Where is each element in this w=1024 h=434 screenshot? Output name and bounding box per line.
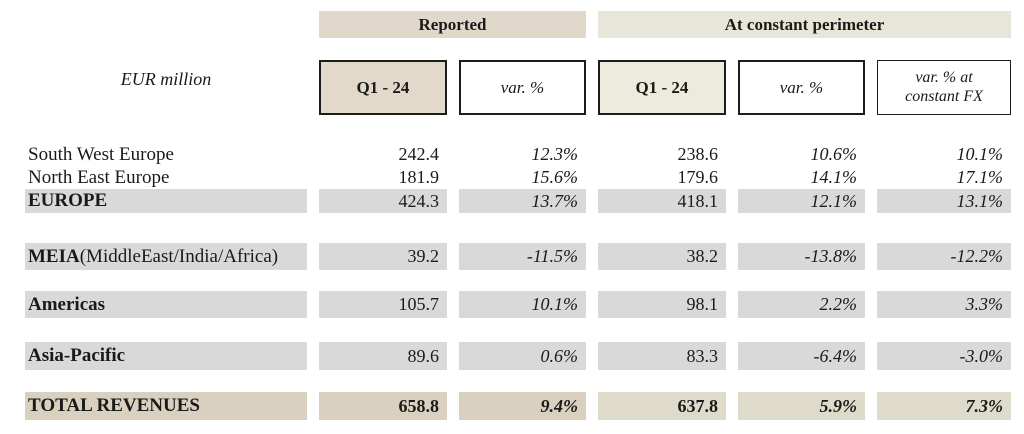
column-header-row: EUR million Q1 - 24 var. % Q1 - 24 var. …: [25, 60, 1011, 115]
value-var-constant-fx: 7.3%: [877, 392, 1011, 420]
value-var-constant-fx: 3.3%: [877, 291, 1011, 318]
col-header-var-constant: var. %: [738, 60, 865, 115]
col-header-var-fx-line1: var. % at: [915, 69, 973, 87]
row-label-acronym: MEIA: [28, 245, 80, 267]
value-var-constant-fx: 13.1%: [877, 189, 1011, 213]
value-q1-constant: 38.2: [598, 243, 726, 270]
col-header-q1-constant: Q1 - 24: [598, 60, 726, 115]
value-q1-constant: 98.1: [598, 291, 726, 318]
row-label: TOTAL REVENUES: [25, 392, 307, 420]
reported-group-header: Reported: [319, 11, 586, 38]
row-label: MEIA (MiddleEast/India/Africa): [25, 243, 307, 270]
row-label-suffix: (MiddleEast/India/Africa): [79, 245, 279, 267]
value-q1-reported: 89.6: [319, 342, 447, 370]
row-label: North East Europe: [28, 166, 170, 188]
value-q1-constant: 637.8: [598, 392, 726, 420]
col-header-var-reported: var. %: [459, 60, 586, 115]
value-q1-reported: 39.2: [319, 243, 447, 270]
value-var-constant: 14.1%: [810, 167, 858, 187]
unit-label: EUR million: [120, 69, 212, 89]
value-var-constant: 12.1%: [738, 189, 865, 213]
table-row-meia: MEIA (MiddleEast/India/Africa) 39.2 -11.…: [25, 243, 1011, 270]
row-label: Asia-Pacific: [25, 342, 307, 370]
value-var-constant: 10.6%: [810, 144, 858, 164]
row-label: South West Europe: [28, 143, 174, 165]
table-row-south-west-europe: South West Europe 242.4 12.3% 238.6 10.6…: [25, 143, 1011, 166]
value-var-reported: 13.7%: [459, 189, 586, 213]
value-q1-constant: 179.6: [677, 167, 719, 187]
table-row-europe-subtotal: EUROPE 424.3 13.7% 418.1 12.1% 13.1%: [25, 189, 1011, 213]
col-header-var-constant-fx: var. % at constant FX: [877, 60, 1011, 115]
value-var-reported: 12.3%: [531, 144, 579, 164]
value-var-reported: 10.1%: [459, 291, 586, 318]
value-q1-reported: 105.7: [319, 291, 447, 318]
row-label: EUROPE: [25, 189, 307, 213]
value-var-reported: 9.4%: [459, 392, 586, 420]
group-header-row: Reported At constant perimeter: [25, 11, 1011, 38]
value-var-constant: -6.4%: [738, 342, 865, 370]
value-var-constant: 5.9%: [738, 392, 865, 420]
table-row-total-revenues: TOTAL REVENUES 658.8 9.4% 637.8 5.9% 7.3…: [25, 392, 1011, 420]
table-row-north-east-europe: North East Europe 181.9 15.6% 179.6 14.1…: [25, 166, 1011, 189]
value-var-constant-fx: 10.1%: [956, 144, 1004, 164]
value-var-constant: 2.2%: [738, 291, 865, 318]
table-row-americas: Americas 105.7 10.1% 98.1 2.2% 3.3%: [25, 291, 1011, 318]
col-header-q1-reported: Q1 - 24: [319, 60, 447, 115]
value-var-constant: -13.8%: [738, 243, 865, 270]
value-var-constant-fx: 17.1%: [956, 167, 1004, 187]
value-q1-constant: 83.3: [598, 342, 726, 370]
value-q1-constant: 418.1: [598, 189, 726, 213]
col-header-var-fx-line2: constant FX: [905, 87, 983, 105]
revenue-by-region-table: Reported At constant perimeter EUR milli…: [25, 11, 1011, 420]
value-var-reported: 15.6%: [531, 167, 579, 187]
value-q1-reported: 242.4: [398, 144, 440, 164]
value-q1-reported: 658.8: [319, 392, 447, 420]
value-q1-reported: 424.3: [319, 189, 447, 213]
row-label: Americas: [25, 291, 307, 318]
value-var-reported: -11.5%: [459, 243, 586, 270]
constant-perimeter-group-header: At constant perimeter: [598, 11, 1011, 38]
value-var-constant-fx: -3.0%: [877, 342, 1011, 370]
value-q1-reported: 181.9: [398, 167, 440, 187]
value-var-constant-fx: -12.2%: [877, 243, 1011, 270]
table-row-asia-pacific: Asia-Pacific 89.6 0.6% 83.3 -6.4% -3.0%: [25, 342, 1011, 370]
value-q1-constant: 238.6: [677, 144, 719, 164]
value-var-reported: 0.6%: [459, 342, 586, 370]
